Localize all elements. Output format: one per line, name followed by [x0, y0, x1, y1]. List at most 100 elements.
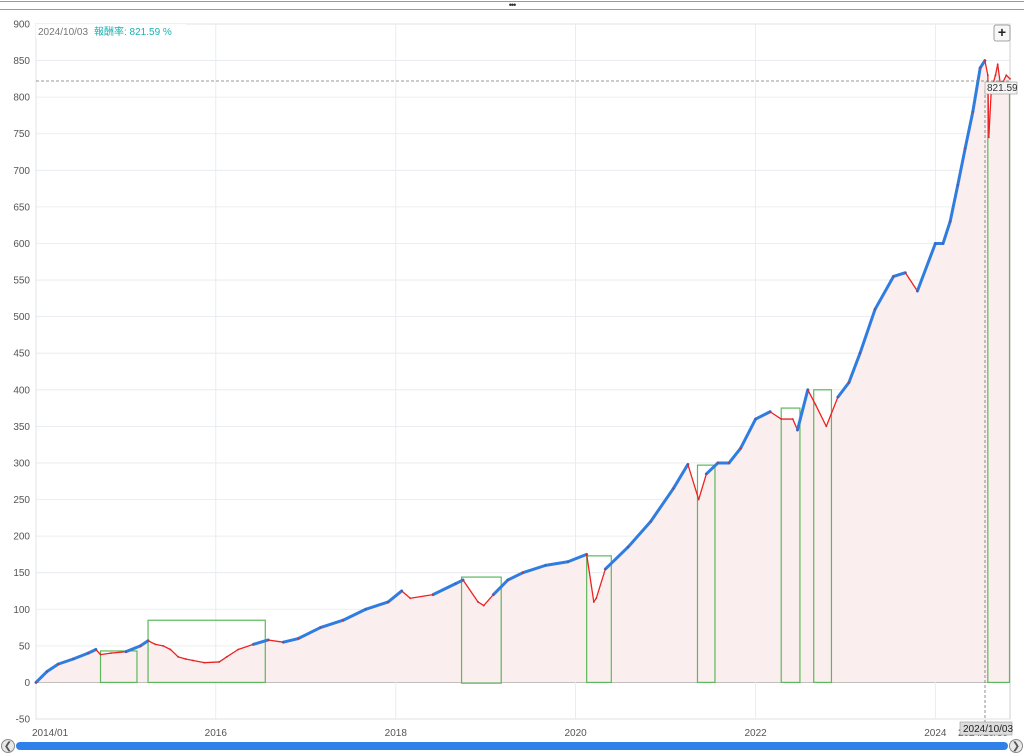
series-segment-drawdown [147, 640, 157, 646]
series-segment-new-high [754, 410, 772, 421]
series-point [35, 681, 37, 684]
drawdown-box [813, 389, 833, 684]
x-tick-label: 2016 [205, 728, 228, 738]
series-segment-drawdown [595, 568, 607, 599]
series-point [432, 593, 434, 596]
series-segment-drawdown [698, 473, 707, 501]
series-point [904, 271, 907, 274]
series-segment-new-high [873, 274, 896, 311]
series-segment-new-high [251, 638, 270, 646]
time-scrollbar[interactable]: ❮ ❯ [0, 738, 1024, 756]
y-tick-label: 850 [13, 56, 30, 67]
series-point [482, 604, 485, 607]
series-segment-drawdown [95, 648, 102, 656]
series-segment-new-high [318, 618, 345, 630]
series-point [686, 463, 689, 466]
series-segment-new-high [45, 662, 60, 673]
y-tick-label: 300 [13, 458, 30, 469]
series-segment-new-high [847, 351, 862, 384]
series-point [400, 590, 403, 592]
series-point [282, 641, 285, 644]
series-point [949, 220, 952, 223]
series-segment-new-high [341, 607, 368, 622]
series-point [595, 597, 598, 600]
series-segment-drawdown [687, 463, 700, 501]
x-tick-label: 2024 [924, 728, 947, 738]
series-segment-new-high [124, 644, 142, 654]
series-segment-drawdown [807, 389, 817, 406]
series-segment-drawdown [185, 658, 194, 662]
drawdown-box [460, 576, 502, 684]
y-tick-label: 650 [13, 202, 30, 213]
series-segment-drawdown [162, 645, 172, 651]
series-point [728, 462, 730, 464]
series-point [124, 650, 127, 653]
series-point [994, 74, 997, 77]
series-point [147, 639, 149, 642]
series-point [252, 643, 255, 646]
series-segment-new-high [956, 146, 967, 187]
drawdown-box [99, 650, 138, 684]
series-segment-new-high [603, 545, 630, 571]
series-segment-drawdown [226, 648, 239, 658]
series-segment-drawdown [477, 601, 485, 607]
series-point [218, 661, 221, 663]
plus-icon: + [998, 24, 1006, 40]
chart-axes: -50 0 50 100 150 200 250 300 350 400 450 500 550 600 6… [13, 20, 1008, 739]
series-segment-new-high [971, 66, 982, 114]
drawdown-box [780, 407, 801, 684]
splitter-grip-icon[interactable]: ••• [508, 0, 516, 10]
series-point [237, 648, 240, 651]
series-segment-new-high [544, 560, 570, 567]
y-tick-label: 400 [13, 385, 30, 396]
series-segment-new-high [963, 110, 975, 150]
series-point [521, 571, 524, 574]
series-segment-new-high [454, 578, 465, 586]
header-return: 報酬率: 821.59 % [94, 25, 172, 38]
series-point [649, 520, 652, 523]
scroll-right-icon[interactable]: ❯ [1009, 739, 1023, 753]
series-segment-new-high [566, 552, 589, 564]
series-point [717, 462, 719, 464]
series-segment-new-high [836, 380, 851, 399]
crosshair-date-tag: 2024/10/03 [959, 721, 1013, 736]
y-tick-label: 0 [24, 678, 30, 689]
y-tick-label: 600 [13, 239, 30, 250]
series-segment-drawdown [825, 396, 839, 428]
series-point [996, 63, 999, 66]
series-segment-drawdown [99, 652, 112, 656]
series-segment-new-high [296, 626, 322, 641]
series-segment-new-high [978, 59, 987, 70]
series-segment-drawdown [904, 272, 919, 292]
series-segment-new-high [915, 241, 937, 293]
scroll-thumb[interactable] [16, 742, 1008, 750]
zoom-button[interactable]: + [993, 24, 1011, 42]
series-segment-drawdown [218, 656, 228, 663]
series-point [769, 410, 772, 413]
series-point [454, 582, 457, 585]
y-tick-label: 900 [13, 20, 30, 31]
series-point [477, 601, 479, 603]
y-tick-label: 250 [13, 495, 30, 506]
series-segment-drawdown [997, 63, 1001, 84]
y-tick-label: 450 [13, 349, 30, 360]
series-point [409, 597, 412, 600]
scroll-left-icon[interactable]: ❮ [1, 739, 15, 753]
series-point [297, 637, 300, 640]
series-point [109, 652, 112, 655]
series-segment-new-high [626, 519, 653, 549]
panel-splitter[interactable]: ••• [0, 0, 1024, 12]
performance-chart[interactable]: -50 0 50 100 150 200 250 300 350 400 450 500 550 600 6… [0, 0, 1024, 739]
series-segment-new-high [858, 307, 877, 355]
x-tick-label: 2018 [385, 728, 408, 738]
series-point [506, 579, 509, 581]
y-tick-label: 150 [13, 568, 30, 579]
series-segment-drawdown [237, 643, 254, 651]
x-tick-label: 2020 [564, 728, 587, 738]
y-tick-label: 550 [13, 276, 30, 287]
series-segment-new-high [431, 582, 458, 597]
current-value-tag: 821.59 [984, 81, 1018, 95]
series-segment-drawdown [203, 661, 220, 664]
series-segment-drawdown [586, 553, 595, 603]
header-date: 2024/10/03 [38, 27, 88, 38]
